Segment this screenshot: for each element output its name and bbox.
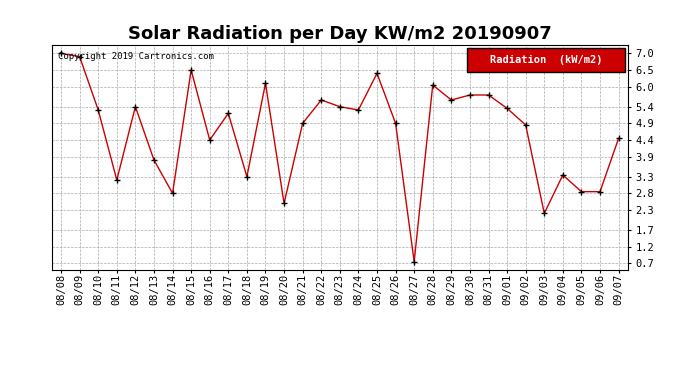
FancyBboxPatch shape — [466, 48, 625, 72]
Title: Solar Radiation per Day KW/m2 20190907: Solar Radiation per Day KW/m2 20190907 — [128, 26, 552, 44]
Text: Copyright 2019 Cartronics.com: Copyright 2019 Cartronics.com — [57, 52, 213, 61]
Text: Radiation  (kW/m2): Radiation (kW/m2) — [490, 55, 602, 65]
